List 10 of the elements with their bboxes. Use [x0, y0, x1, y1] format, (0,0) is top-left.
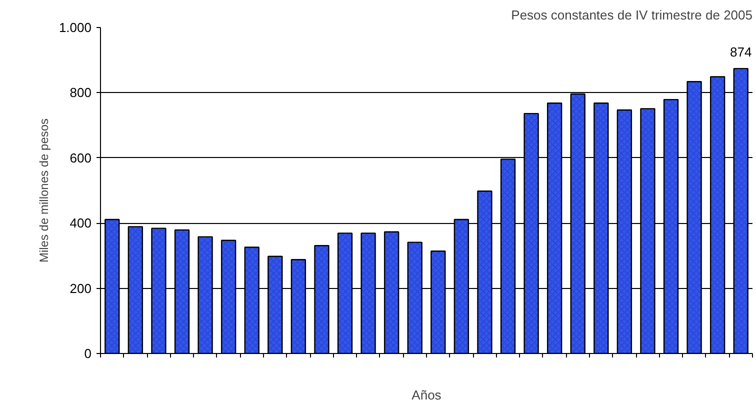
x-axis-title: Años	[412, 388, 442, 402]
y-tick-label: 200	[70, 280, 92, 296]
y-tick-label: 800	[70, 85, 92, 100]
y-tick-label: 1.000	[58, 20, 92, 35]
y-tick-label: 400	[70, 216, 92, 231]
y-tick-label: 600	[70, 150, 92, 166]
data-label: 874	[730, 44, 752, 60]
y-tick-label: 0	[84, 346, 92, 361]
chart-subtitle: Pesos constantes de IV trimestre de 2005	[511, 8, 752, 22]
y-axis-title: Miles de millones de pesos	[36, 118, 51, 263]
